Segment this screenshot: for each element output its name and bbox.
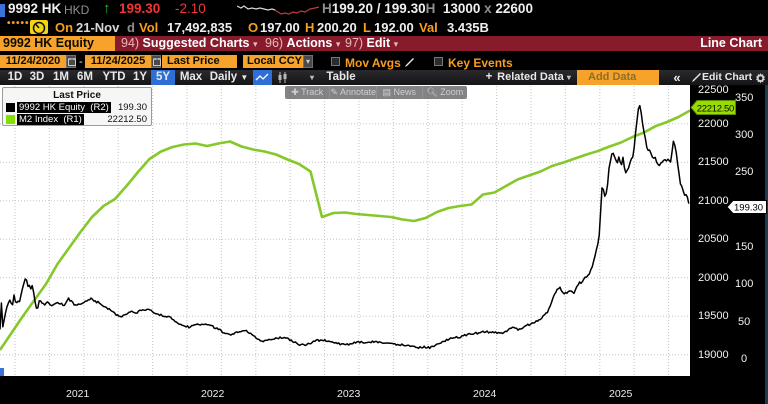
svg-text:199.30: 199.30 <box>734 203 763 214</box>
svg-text:22212.50: 22212.50 <box>697 103 734 114</box>
